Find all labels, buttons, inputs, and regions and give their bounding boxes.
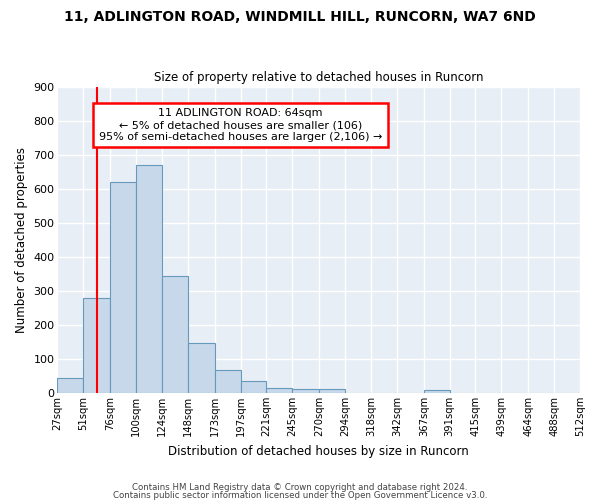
Text: Contains public sector information licensed under the Open Government Licence v3: Contains public sector information licen…	[113, 490, 487, 500]
X-axis label: Distribution of detached houses by size in Runcorn: Distribution of detached houses by size …	[169, 444, 469, 458]
Text: 11, ADLINGTON ROAD, WINDMILL HILL, RUNCORN, WA7 6ND: 11, ADLINGTON ROAD, WINDMILL HILL, RUNCO…	[64, 10, 536, 24]
Text: 11 ADLINGTON ROAD: 64sqm
← 5% of detached houses are smaller (106)
95% of semi-d: 11 ADLINGTON ROAD: 64sqm ← 5% of detache…	[98, 108, 382, 142]
Bar	[136, 165, 162, 393]
Bar	[215, 370, 241, 393]
Bar	[266, 388, 292, 393]
Bar	[188, 342, 215, 393]
Bar	[292, 388, 319, 393]
Bar	[110, 182, 136, 393]
Bar	[162, 276, 188, 393]
Bar	[83, 298, 110, 393]
Text: Contains HM Land Registry data © Crown copyright and database right 2024.: Contains HM Land Registry data © Crown c…	[132, 484, 468, 492]
Bar	[241, 381, 266, 393]
Bar	[58, 378, 83, 393]
Bar	[424, 390, 449, 393]
Y-axis label: Number of detached properties: Number of detached properties	[15, 147, 28, 333]
Title: Size of property relative to detached houses in Runcorn: Size of property relative to detached ho…	[154, 72, 484, 85]
Bar	[319, 390, 345, 393]
